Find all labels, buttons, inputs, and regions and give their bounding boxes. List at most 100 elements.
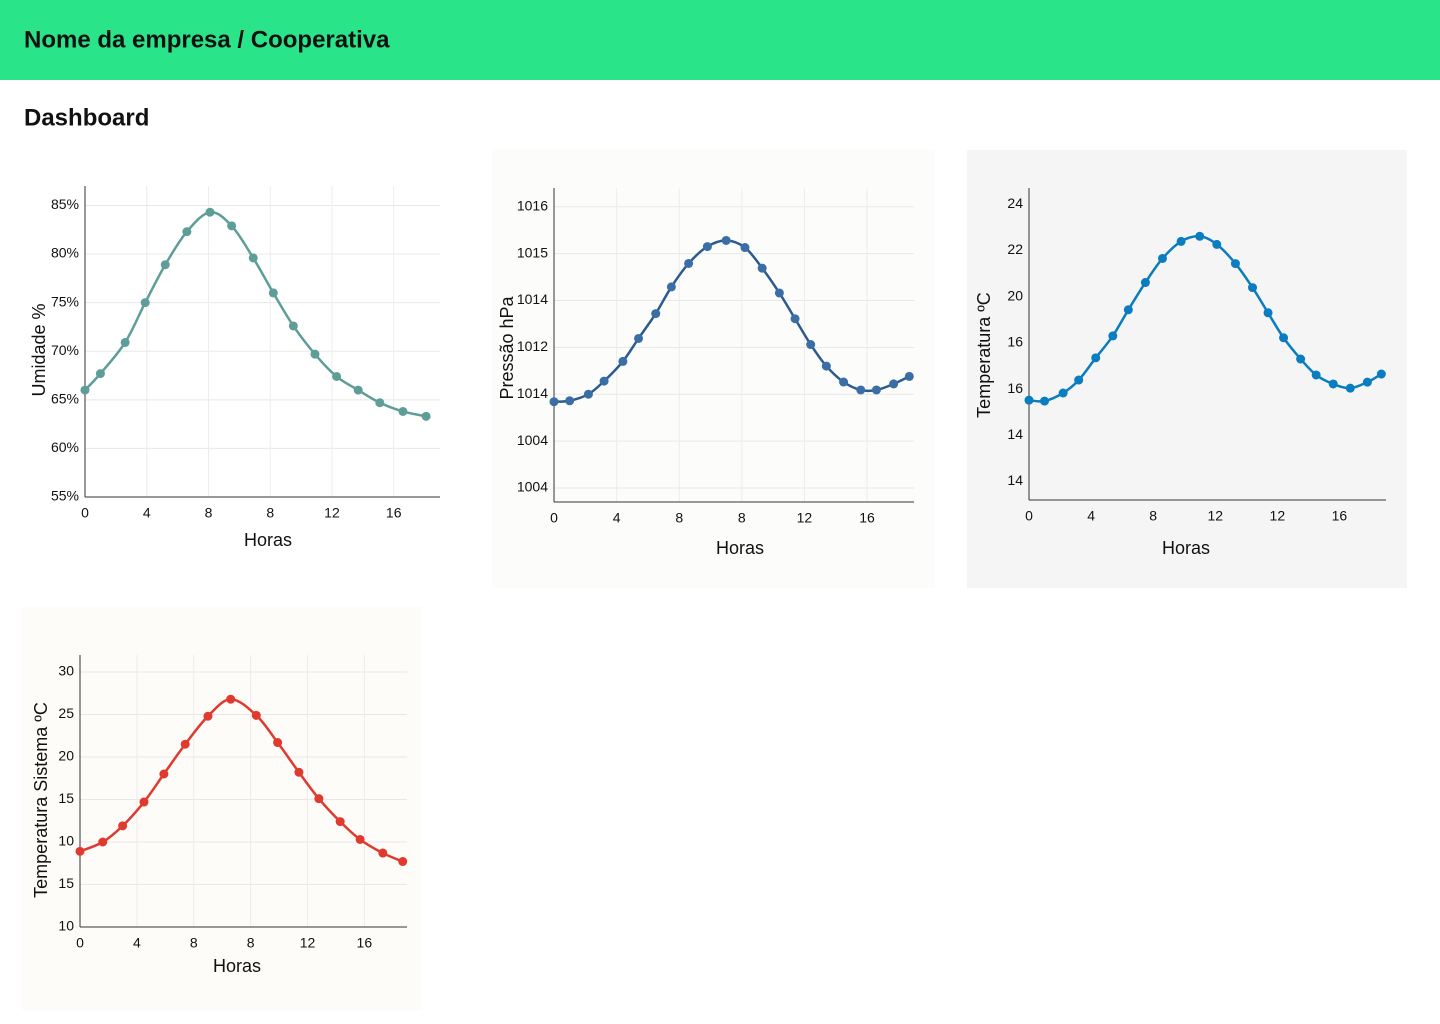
chart-panel — [967, 150, 1407, 588]
x-tick-label: 4 — [143, 505, 151, 521]
data-point — [355, 834, 365, 844]
x-tick-label: 4 — [133, 935, 141, 951]
data-point — [790, 314, 800, 324]
data-line — [84, 210, 427, 418]
data-line — [553, 239, 910, 403]
data-point — [1345, 383, 1355, 393]
x-tick-label: 8 — [190, 935, 198, 951]
y-tick-label: 1015 — [517, 244, 548, 260]
data-point — [583, 389, 593, 399]
data-point — [599, 376, 609, 386]
x-tick-label: 16 — [386, 505, 402, 521]
data-point — [180, 739, 190, 749]
data-point — [375, 398, 385, 408]
y-tick-label: 25 — [58, 705, 74, 721]
data-point — [821, 361, 831, 371]
data-point — [1074, 375, 1084, 385]
y-tick-label: 16 — [1007, 334, 1023, 350]
data-point — [398, 406, 408, 416]
y-tick-label: 22 — [1007, 241, 1023, 257]
y-axis-title: Umidade % — [29, 303, 49, 396]
page-title: Dashboard — [24, 104, 149, 131]
data-point — [203, 711, 213, 721]
data-point — [871, 385, 881, 395]
data-point — [95, 369, 105, 379]
y-tick-label: 10 — [58, 918, 74, 934]
y-tick-label: 1014 — [517, 385, 548, 401]
chart-panel — [22, 607, 422, 1010]
data-point — [904, 371, 914, 381]
data-point — [618, 356, 628, 366]
data-point — [1296, 354, 1306, 364]
data-point — [1176, 236, 1186, 246]
data-point — [839, 377, 849, 387]
data-point — [806, 340, 816, 350]
data-point — [1123, 305, 1133, 315]
data-point — [1279, 333, 1289, 343]
y-tick-label: 1004 — [517, 432, 548, 448]
company-name: Nome da empresa / Cooperativa — [24, 26, 390, 53]
data-point — [565, 396, 575, 406]
y-tick-label: 1016 — [517, 197, 548, 213]
data-point — [1091, 353, 1101, 363]
x-tick-label: 16 — [357, 935, 373, 951]
data-point — [182, 227, 192, 237]
x-tick-label: 0 — [550, 510, 558, 526]
y-axis-title: Pressão hPa — [497, 295, 517, 399]
data-point — [740, 243, 750, 253]
data-point — [1108, 331, 1118, 341]
data-point — [398, 857, 408, 867]
data-line — [79, 697, 404, 863]
data-line — [1028, 234, 1382, 403]
data-point — [684, 258, 694, 268]
y-tick-label: 14 — [1007, 426, 1023, 442]
data-point — [314, 794, 324, 804]
data-point — [159, 769, 169, 779]
data-point — [268, 288, 278, 298]
data-point — [332, 371, 342, 381]
y-tick-label: 15 — [58, 875, 74, 891]
y-tick-label: 60% — [51, 439, 79, 455]
x-tick-label: 8 — [205, 505, 213, 521]
y-axis-title: Temperatura Sistema ºC — [31, 702, 51, 898]
y-tick-label: 30 — [58, 663, 74, 679]
data-point — [1212, 239, 1222, 249]
y-tick-label: 1014 — [517, 291, 548, 307]
data-point — [160, 260, 170, 270]
data-point — [226, 694, 236, 704]
chart: 10 15 10 15 20 25 30 0 4 8 8 12 16 Temperatura Sistem… — [22, 607, 422, 1010]
x-axis-title: Horas — [244, 530, 292, 550]
y-tick-label: 1004 — [517, 479, 548, 495]
y-tick-label: 70% — [51, 342, 79, 358]
data-point — [1248, 283, 1258, 293]
data-point — [1040, 396, 1050, 406]
chart: 14 14 16 16 20 22 24 0 4 8 12 12 16 Temperatura ºC Hor… — [967, 150, 1407, 588]
y-tick-label: 20 — [1007, 287, 1023, 303]
data-point — [1376, 369, 1386, 379]
x-tick-label: 12 — [300, 935, 316, 951]
header-bar — [0, 0, 1440, 80]
data-point — [1311, 370, 1321, 380]
data-point — [1230, 259, 1240, 269]
x-tick-label: 12 — [797, 510, 813, 526]
x-tick-label: 12 — [1207, 508, 1223, 524]
y-tick-label: 80% — [51, 245, 79, 261]
data-point — [856, 385, 866, 395]
data-point — [1362, 377, 1372, 387]
data-point — [120, 337, 130, 347]
data-point — [549, 397, 559, 407]
data-point — [757, 263, 767, 273]
data-point — [353, 385, 363, 395]
y-axis-title: Temperatura ºC — [974, 292, 994, 418]
data-point — [1328, 379, 1338, 389]
data-point — [98, 837, 108, 847]
data-point — [205, 207, 215, 217]
data-point — [421, 411, 431, 421]
y-tick-label: 14 — [1007, 472, 1023, 488]
data-point — [273, 738, 283, 748]
x-tick-label: 0 — [76, 935, 84, 951]
x-axis-title: Horas — [716, 538, 764, 558]
y-tick-label: 24 — [1007, 195, 1023, 211]
x-tick-label: 8 — [675, 510, 683, 526]
